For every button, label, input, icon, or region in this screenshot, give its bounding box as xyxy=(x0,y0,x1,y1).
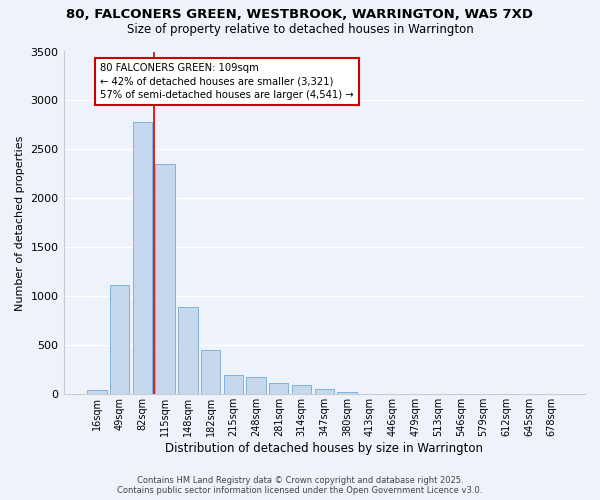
Bar xyxy=(87,390,107,394)
Text: Size of property relative to detached houses in Warrington: Size of property relative to detached ho… xyxy=(127,22,473,36)
Text: Contains HM Land Registry data © Crown copyright and database right 2025.
Contai: Contains HM Land Registry data © Crown c… xyxy=(118,476,482,495)
Bar xyxy=(337,392,356,394)
X-axis label: Distribution of detached houses by size in Warrington: Distribution of detached houses by size … xyxy=(165,442,483,455)
Y-axis label: Number of detached properties: Number of detached properties xyxy=(15,135,25,310)
Bar xyxy=(133,122,152,394)
Bar xyxy=(178,307,197,394)
Bar xyxy=(201,350,220,395)
Bar xyxy=(224,374,243,394)
Bar xyxy=(110,284,130,395)
Bar xyxy=(269,383,289,394)
Bar xyxy=(155,164,175,394)
Bar xyxy=(314,389,334,394)
Bar xyxy=(292,386,311,394)
Text: 80 FALCONERS GREEN: 109sqm
← 42% of detached houses are smaller (3,321)
57% of s: 80 FALCONERS GREEN: 109sqm ← 42% of deta… xyxy=(100,64,354,100)
Text: 80, FALCONERS GREEN, WESTBROOK, WARRINGTON, WA5 7XD: 80, FALCONERS GREEN, WESTBROOK, WARRINGT… xyxy=(67,8,533,20)
Bar xyxy=(247,377,266,394)
